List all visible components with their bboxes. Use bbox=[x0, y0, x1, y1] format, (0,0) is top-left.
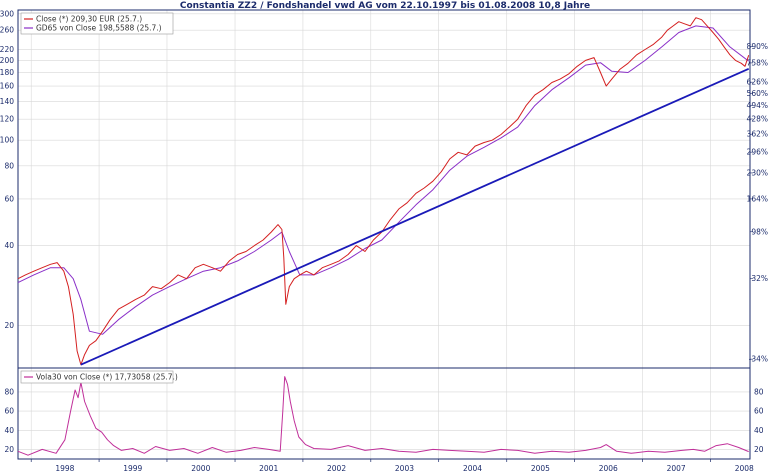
price-right-tick-230-: 230% bbox=[747, 168, 768, 177]
price-left-tick-180: 180 bbox=[0, 68, 14, 77]
price-right-tick-98-: 98% bbox=[751, 227, 768, 236]
price-right-tick-494-: 494% bbox=[747, 101, 768, 110]
price-left-tick-40: 40 bbox=[4, 241, 14, 250]
vola-legend: Vola30 von Close (*) 17,73058 (25.7.) bbox=[20, 370, 178, 384]
vola-right-tick-60: 60 bbox=[754, 407, 764, 416]
price-left-tick-120: 120 bbox=[0, 115, 14, 124]
trend-line bbox=[80, 67, 750, 366]
price-legend-label-1: GD65 von Close 198,5588 (25.7.) bbox=[36, 24, 162, 33]
price-left-tick-100: 100 bbox=[0, 136, 14, 145]
price-right-tick-362-: 362% bbox=[747, 130, 768, 139]
vola-right-tick-20: 20 bbox=[754, 445, 764, 454]
vola-right-tick-40: 40 bbox=[754, 426, 764, 435]
price-left-tick-220: 220 bbox=[0, 45, 14, 54]
price-left-tick-260: 260 bbox=[0, 26, 14, 35]
price-right-tick-560-: 560% bbox=[747, 89, 768, 98]
price-right-tick-296-: 296% bbox=[747, 148, 768, 157]
price-left-tick-160: 160 bbox=[0, 82, 14, 91]
vola-panel-frame bbox=[17, 367, 751, 460]
vola-left-tick-60: 60 bbox=[4, 407, 14, 416]
x-tick-label-2004: 2004 bbox=[463, 464, 482, 473]
price-left-tick-300: 300 bbox=[0, 9, 14, 18]
price-right-tick-758-: 758% bbox=[747, 58, 768, 67]
vola-legend-label-0: Vola30 von Close (*) 17,73058 (25.7.) bbox=[36, 373, 178, 382]
x-tick-label-1998: 1998 bbox=[55, 464, 74, 473]
gd65-line bbox=[17, 25, 750, 335]
price-right-tick-428-: 428% bbox=[747, 114, 768, 123]
price-left-tick-80: 80 bbox=[4, 161, 14, 170]
x-tick-label-2005: 2005 bbox=[531, 464, 550, 473]
x-tick-label-2001: 2001 bbox=[259, 464, 278, 473]
price-legend-label-0: Close (*) 209,30 EUR (25.7.) bbox=[36, 15, 142, 24]
vola-left-tick-40: 40 bbox=[4, 426, 14, 435]
vola-right-tick-80: 80 bbox=[754, 387, 764, 396]
close-line bbox=[17, 17, 750, 366]
x-tick-label-1999: 1999 bbox=[123, 464, 142, 473]
price-right-tick--34-: -34% bbox=[749, 355, 768, 364]
vola-left-tick-80: 80 bbox=[4, 387, 14, 396]
price-left-tick-20: 20 bbox=[4, 321, 14, 330]
price-right-tick-626-: 626% bbox=[747, 78, 768, 87]
price-left-tick-60: 60 bbox=[4, 194, 14, 203]
price-right-tick-32-: 32% bbox=[751, 274, 768, 283]
chart-title: Constantia ZZ2 / Fondshandel vwd AG vom … bbox=[179, 1, 591, 11]
x-tick-label-2000: 2000 bbox=[191, 464, 210, 473]
x-tick-label-2002: 2002 bbox=[327, 464, 346, 473]
price-legend: Close (*) 209,30 EUR (25.7.)GD65 von Clo… bbox=[20, 12, 174, 35]
price-legend-box bbox=[20, 12, 174, 35]
price-right-tick-890-: 890% bbox=[747, 42, 768, 51]
price-right-tick-164-: 164% bbox=[747, 194, 768, 203]
vola-left-tick-20: 20 bbox=[4, 445, 14, 454]
price-left-tick-140: 140 bbox=[0, 97, 14, 106]
x-tick-label-2003: 2003 bbox=[395, 464, 414, 473]
x-tick-label-2007: 2007 bbox=[667, 464, 686, 473]
price-left-tick-200: 200 bbox=[0, 56, 14, 65]
vola-legend-box bbox=[20, 370, 174, 384]
x-tick-label-2006: 2006 bbox=[599, 464, 618, 473]
x-tick-label-2008: 2008 bbox=[735, 464, 754, 473]
vola30-line bbox=[17, 376, 749, 456]
